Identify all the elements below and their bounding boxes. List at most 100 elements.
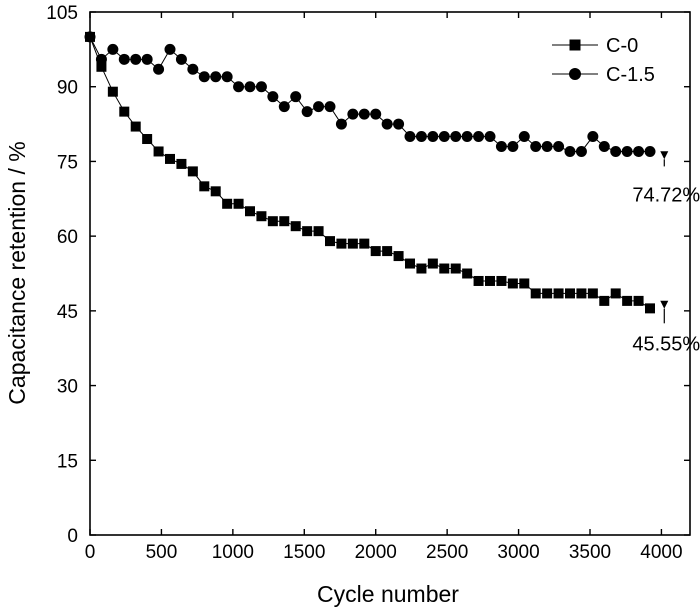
data-point-c-0	[336, 238, 347, 249]
x-tick-label: 0	[85, 542, 96, 563]
x-tick-label: 3000	[497, 542, 539, 563]
legend-item-c-0: C-0	[552, 35, 638, 57]
data-point-c-1-5	[530, 140, 542, 152]
data-point-c-0	[165, 153, 175, 164]
legend-circle-marker	[569, 68, 581, 80]
legend-label-c-1-5: C-1.5	[606, 64, 655, 86]
data-point-c-0	[610, 288, 621, 299]
data-point-c-0	[119, 106, 130, 117]
data-point-c-1-5	[301, 106, 313, 118]
data-point-c-1-5	[164, 43, 176, 55]
data-point-c-0	[599, 295, 610, 306]
data-point-c-1-5	[141, 53, 153, 65]
data-point-c-1-5	[198, 71, 210, 83]
data-point-c-0	[553, 288, 564, 299]
annotation-label: 74.72%	[632, 184, 700, 206]
data-point-c-1-5	[278, 101, 290, 113]
data-point-c-0	[142, 134, 153, 145]
data-point-c-0	[302, 226, 313, 237]
data-point-c-0	[485, 275, 495, 286]
data-point-c-0	[313, 226, 324, 237]
series-c-1-5	[84, 31, 656, 157]
legend-item-c-1-5: C-1.5	[552, 64, 655, 86]
annotation-label: 45.55%	[632, 334, 700, 356]
data-point-c-1-5	[210, 71, 222, 83]
data-point-c-0	[153, 146, 164, 157]
data-point-c-0	[256, 211, 267, 222]
data-point-c-0	[130, 121, 141, 132]
axes-layer: 0 500 1000 1500 2000 2500 3000 3500 4000 0 15 30 45 6…	[46, 3, 691, 563]
data-point-c-0	[473, 275, 484, 286]
data-point-c-1-5	[324, 101, 336, 113]
data-point-c-1-5	[335, 118, 347, 130]
data-point-c-0	[96, 61, 107, 72]
data-point-c-0	[530, 288, 541, 299]
data-point-c-1-5	[267, 91, 279, 103]
data-point-c-1-5	[370, 108, 382, 120]
legend: C-0 C-1.5	[552, 35, 655, 86]
data-point-c-0	[290, 221, 301, 232]
data-point-c-0	[450, 263, 461, 274]
data-point-c-1-5	[553, 140, 565, 152]
data-point-c-1-5	[633, 145, 645, 157]
series-c-0	[85, 31, 655, 314]
data-point-c-0	[633, 295, 644, 306]
annotation-arrow-head	[660, 151, 669, 160]
data-point-c-0	[382, 246, 393, 257]
x-tick-label: 3500	[569, 542, 611, 563]
annotations-layer: 74.72% 45.55%	[632, 151, 700, 356]
y-tick-label: 15	[57, 451, 78, 472]
data-point-c-0	[576, 288, 587, 299]
y-tick-label: 75	[57, 152, 78, 173]
y-axis-label: Capacitance retention / %	[4, 141, 30, 404]
x-tick-label: 2000	[355, 542, 397, 563]
data-point-c-1-5	[438, 131, 450, 143]
data-point-c-1-5	[233, 81, 245, 93]
data-point-c-0	[176, 158, 187, 169]
data-point-c-1-5	[404, 131, 416, 143]
series-line-c-1-5	[89, 36, 650, 152]
data-point-c-0	[645, 303, 655, 314]
data-point-c-0	[347, 238, 358, 249]
x-tick-label: 500	[146, 542, 178, 563]
data-point-c-0	[519, 278, 530, 289]
data-point-c-0	[222, 198, 233, 209]
y-tick-label: 0	[67, 526, 78, 547]
x-tick-label: 2500	[426, 542, 468, 563]
data-point-c-0	[199, 181, 210, 192]
data-point-c-1-5	[290, 91, 302, 103]
data-point-c-1-5	[427, 131, 439, 143]
data-point-c-1-5	[381, 118, 393, 130]
y-tick-label: 30	[57, 377, 78, 398]
data-point-c-1-5	[564, 145, 576, 157]
data-point-c-1-5	[221, 71, 233, 83]
data-point-c-1-5	[347, 108, 359, 120]
data-point-c-0	[542, 288, 553, 299]
data-point-c-0	[245, 206, 255, 217]
data-point-c-0	[107, 86, 118, 97]
x-tick-label: 1000	[212, 542, 254, 563]
data-point-c-1-5	[484, 131, 496, 143]
series-line-c-0	[89, 36, 651, 309]
data-point-c-0	[267, 216, 278, 227]
data-point-c-0	[427, 258, 438, 269]
y-tick-label: 60	[57, 227, 78, 248]
legend-square-marker	[569, 39, 581, 51]
x-axis-label: Cycle number	[317, 581, 459, 607]
data-point-c-1-5	[610, 145, 622, 157]
legend-label-c-0: C-0	[606, 35, 638, 57]
data-point-c-1-5	[415, 131, 427, 143]
y-tick-label: 45	[57, 302, 78, 323]
data-point-c-1-5	[621, 145, 633, 157]
data-point-c-1-5	[107, 43, 119, 55]
data-point-c-0	[393, 251, 404, 262]
data-point-c-1-5	[393, 118, 405, 130]
data-point-c-1-5	[495, 140, 507, 152]
data-point-c-0	[405, 258, 415, 269]
annotation-arrow-head	[660, 300, 669, 309]
data-point-c-0	[325, 236, 335, 247]
data-point-c-1-5	[518, 131, 530, 143]
data-point-c-1-5	[358, 108, 370, 120]
x-tick-label: 4000	[640, 542, 682, 563]
